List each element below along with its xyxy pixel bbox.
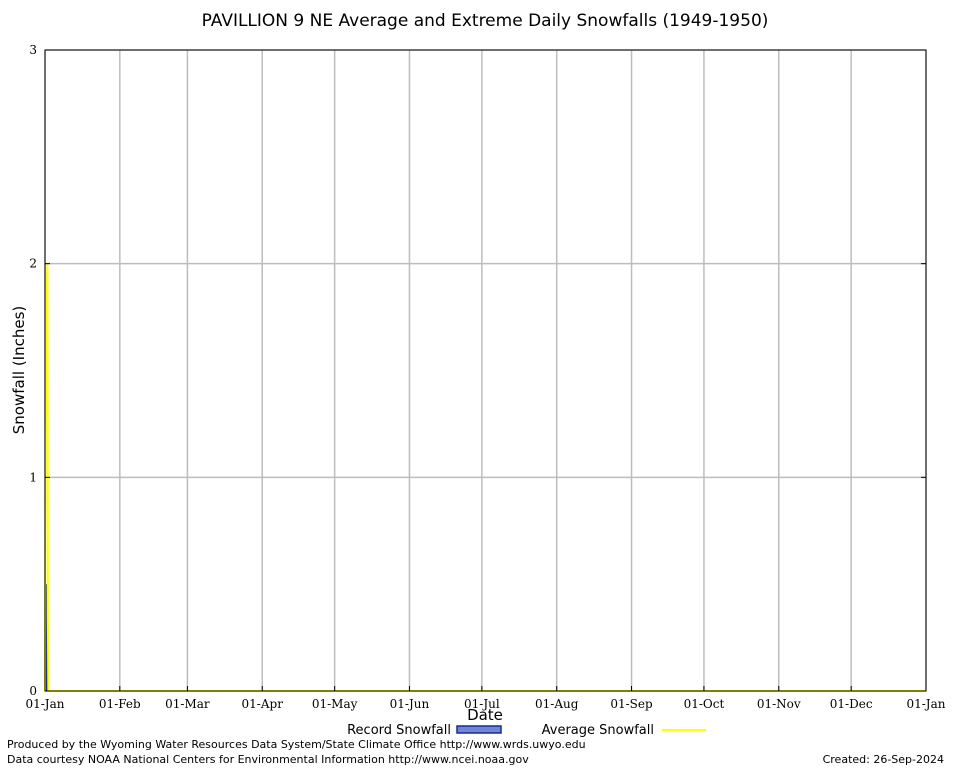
legend-label-record-snowfall: Record Snowfall <box>347 723 451 738</box>
chart-title: PAVILLION 9 NE Average and Extreme Daily… <box>202 11 769 31</box>
x-tick-label: 01-Feb <box>99 697 141 711</box>
snowfall-chart: PAVILLION 9 NE Average and Extreme Daily… <box>10 11 946 738</box>
x-tick-label: 01-Dec <box>830 697 873 711</box>
legend-swatch-record-snowfall <box>456 725 502 734</box>
x-axis-title: Date <box>467 706 503 724</box>
footer-data-courtesy: Data courtesy NOAA National Centers for … <box>7 753 529 766</box>
x-tick-label: 01-Oct <box>684 697 725 711</box>
footer-created: Created: 26-Sep-2024 <box>822 753 944 766</box>
x-tick-label: 01-Jun <box>390 697 430 711</box>
record-snowfall-bar <box>45 584 48 691</box>
plot-frame <box>44 49 927 692</box>
axis-ticks: 01-Jan 01-Feb 01-Mar 01-Apr 01-May 01-Jun 01-J… <box>25 43 945 711</box>
x-tick-label: 01-Aug <box>535 697 579 711</box>
legend-label-average-snowfall: Average Snowfall <box>542 723 654 738</box>
y-tick-label: 2 <box>29 257 37 271</box>
x-tick-label: 01-Jul <box>464 697 500 711</box>
y-tick-label: 0 <box>29 684 37 698</box>
grid-lines <box>44 49 927 692</box>
y-tick-label: 3 <box>29 43 37 57</box>
x-tick-label: 01-Nov <box>757 697 801 711</box>
x-tick-label: 01-Mar <box>165 697 210 711</box>
x-tick-label: 01-Jan <box>25 697 64 711</box>
x-tick-label: 01-Sep <box>610 697 653 711</box>
y-axis-title: Snowfall (Inches) <box>10 306 28 434</box>
x-tick-label: 01-Jan <box>906 697 945 711</box>
legend: Record Snowfall Average Snowfall <box>347 723 706 738</box>
footer-produced-by: Produced by the Wyoming Water Resources … <box>7 738 586 751</box>
x-tick-label: 01-May <box>312 697 358 711</box>
y-tick-label: 1 <box>29 470 37 484</box>
x-tick-label: 01-Apr <box>242 697 284 711</box>
